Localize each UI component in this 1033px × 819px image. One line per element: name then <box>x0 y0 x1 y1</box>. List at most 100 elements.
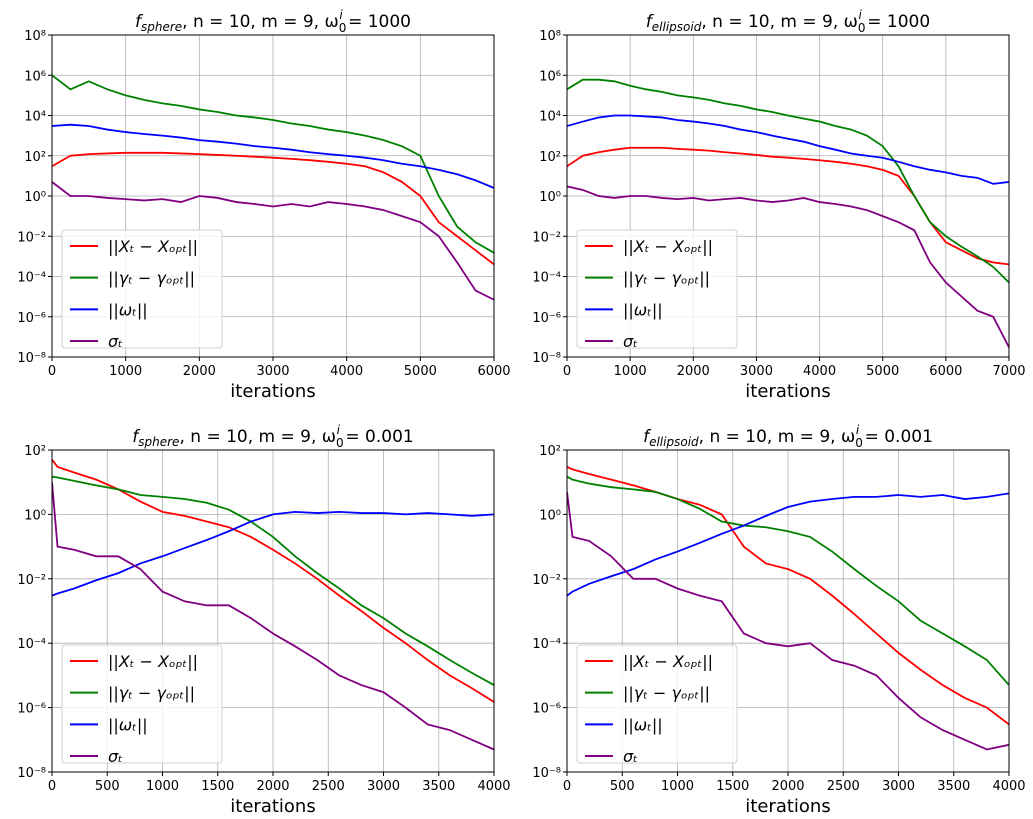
legend-label: σₜ <box>108 332 123 351</box>
legend-label: ||Xₜ − Xₒₚₜ|| <box>108 237 198 256</box>
plot-frame <box>51 449 495 773</box>
title-mid: , n = 10, m = 9, ω <box>701 12 858 32</box>
x-tick-label: 0 <box>48 779 56 794</box>
legend-label: ||ωₜ|| <box>623 300 663 319</box>
x-axis-label: iterations <box>230 796 315 817</box>
x-tick-label: 2000 <box>677 364 710 379</box>
legend-box <box>576 644 738 764</box>
legend-box <box>61 644 223 764</box>
line-series <box>567 475 1009 686</box>
line-series <box>567 466 1009 726</box>
y-tick-label: 10⁻² <box>532 230 561 245</box>
x-tick-label: 0 <box>563 364 571 379</box>
title-w-sub: 0 <box>336 436 344 450</box>
legend-label: σₜ <box>108 747 123 766</box>
x-tick-label: 4000 <box>803 364 836 379</box>
legend-label: ||ωₜ|| <box>623 715 663 734</box>
title-w-sup: i <box>859 8 863 22</box>
title-f-sub: sphere <box>138 435 179 449</box>
y-tick-label: 10⁻⁴ <box>532 271 561 286</box>
y-tick-label: 10⁻⁴ <box>17 637 46 652</box>
legend-label: ||γₜ − γₒₚₜ|| <box>108 269 195 288</box>
y-tick-label: 10⁻⁸ <box>532 351 561 366</box>
x-tick-label: 2000 <box>183 364 216 379</box>
x-tick-label: 1500 <box>716 779 749 794</box>
title-f: f <box>643 427 652 447</box>
y-tick-label: 10² <box>24 444 46 459</box>
y-tick-label: 10⁻⁶ <box>17 702 46 717</box>
title-f-sub: ellipsoid <box>652 20 702 34</box>
y-tick-label: 10⁻² <box>532 573 561 588</box>
title-mid: , n = 10, m = 9, ω <box>699 427 856 447</box>
title-w-sup: i <box>337 423 341 437</box>
subplot: 0 1000 2000 3000 4000 5000 6000 7000 10⁻⁸ 10⁻⁶ 10⁻… <box>532 8 1025 402</box>
title-f-sub: ellipsoid <box>649 435 699 449</box>
y-tick-label: 10⁶ <box>539 69 561 84</box>
y-tick-label: 10⁰ <box>24 190 46 205</box>
subplot: 0 500 1000 1500 2000 2500 3000 3500 4000 10⁻⁸ 10⁻⁶… <box>17 423 510 817</box>
title-end: = 1000 <box>862 12 930 32</box>
y-tick-label: 10⁴ <box>24 110 46 125</box>
legend-label: ||ωₜ|| <box>108 715 148 734</box>
legend-label: ||Xₜ − Xₒₚₜ|| <box>108 652 198 671</box>
x-tick-label: 2000 <box>256 779 289 794</box>
x-tick-label: 1000 <box>614 364 647 379</box>
plot-frame <box>566 449 1010 773</box>
y-tick-label: 10⁻⁴ <box>532 637 561 652</box>
legend-label: ||Xₜ − Xₒₚₜ|| <box>623 237 713 256</box>
subplot: 0 500 1000 1500 2000 2500 3000 3500 4000 10⁻⁸ 10⁻⁶… <box>532 423 1025 817</box>
y-tick-label: 10⁸ <box>539 29 561 44</box>
x-tick-label: 3500 <box>422 779 455 794</box>
x-tick-label: 2500 <box>312 779 345 794</box>
x-tick-label: 6000 <box>477 364 510 379</box>
y-tick-label: 10⁻⁶ <box>17 311 46 326</box>
x-tick-label: 500 <box>95 779 120 794</box>
y-tick-label: 10⁻² <box>17 573 46 588</box>
x-tick-label: 4000 <box>477 779 510 794</box>
line-series <box>52 459 494 703</box>
y-tick-label: 10² <box>539 150 561 165</box>
x-axis-label: iterations <box>745 796 830 817</box>
chart-title: fellipsoid, n = 10, m = 9, ω0i = 1000 <box>646 8 930 35</box>
x-tick-label: 500 <box>610 779 635 794</box>
chart-title: fsphere, n = 10, m = 9, ω0i = 0.001 <box>132 423 413 450</box>
x-tick-label: 5000 <box>404 364 437 379</box>
x-tick-label: 1500 <box>201 779 234 794</box>
x-tick-label: 1000 <box>109 364 142 379</box>
x-tick-label: 2000 <box>771 779 804 794</box>
line-series <box>52 74 494 254</box>
title-f: f <box>132 427 141 447</box>
y-tick-label: 10⁻⁶ <box>532 702 561 717</box>
x-axis-label: iterations <box>745 381 830 402</box>
x-tick-label: 3000 <box>740 364 773 379</box>
x-tick-label: 4000 <box>992 779 1025 794</box>
legend-label: ||Xₜ − Xₒₚₜ|| <box>623 652 713 671</box>
title-end: = 0.001 <box>340 427 414 447</box>
y-tick-label: 10⁻⁴ <box>17 271 46 286</box>
x-tick-label: 6000 <box>929 364 962 379</box>
y-tick-label: 10⁻² <box>17 230 46 245</box>
plot-frame <box>566 34 1010 358</box>
plot-frame <box>51 34 495 358</box>
subplot: 0 1000 2000 3000 4000 5000 6000 10⁻⁸ 10⁻⁶ 10⁻⁴ 10⁻… <box>17 8 510 402</box>
title-end: = 1000 <box>343 12 411 32</box>
chart-title: fsphere, n = 10, m = 9, ω0i = 1000 <box>135 8 411 35</box>
title-w-sub: 0 <box>858 21 866 35</box>
title-w-sub: 0 <box>339 21 347 35</box>
x-tick-label: 4000 <box>330 364 363 379</box>
y-tick-label: 10⁸ <box>24 29 46 44</box>
y-tick-label: 10⁻⁸ <box>17 766 46 781</box>
y-tick-label: 10⁻⁸ <box>532 766 561 781</box>
chart-title: fellipsoid, n = 10, m = 9, ω0i = 0.001 <box>643 423 933 450</box>
x-tick-label: 3000 <box>256 364 289 379</box>
line-series <box>567 492 1009 597</box>
x-tick-label: 3500 <box>937 779 970 794</box>
y-tick-label: 10⁴ <box>539 110 561 125</box>
line-series <box>52 151 494 266</box>
legend-label: ||γₜ − γₒₚₜ|| <box>623 269 710 288</box>
title-w-sub: 0 <box>855 436 863 450</box>
legend-label: σₜ <box>623 747 638 766</box>
x-axis-label: iterations <box>230 381 315 402</box>
y-tick-label: 10⁻⁸ <box>17 351 46 366</box>
